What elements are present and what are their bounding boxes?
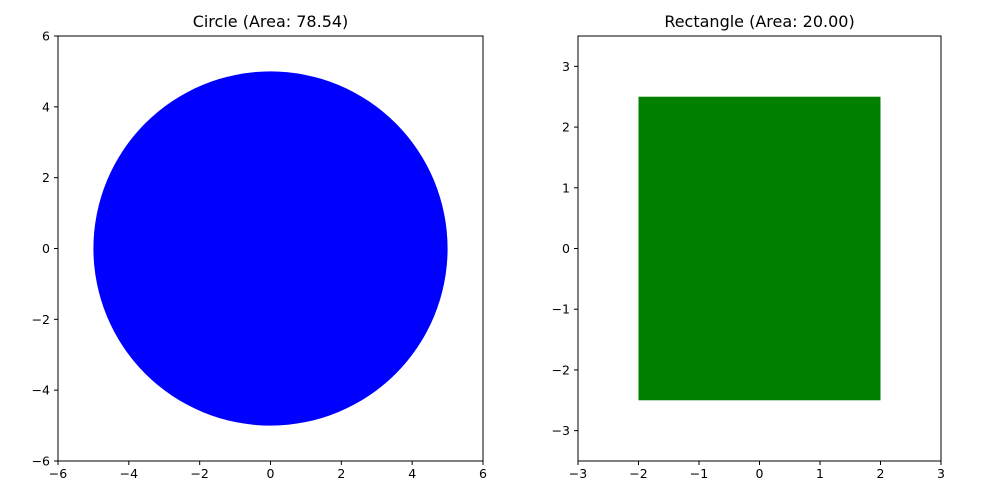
y-tick-label: −3 [552, 423, 570, 438]
x-tick-label: 1 [816, 466, 824, 481]
y-tick-label: −2 [552, 362, 570, 377]
plot-area [93, 71, 448, 426]
y-tick-label: 2 [562, 120, 570, 135]
y-tick-label: 6 [42, 29, 50, 44]
chart-title: Rectangle (Area: 20.00) [664, 12, 854, 31]
x-tick-label: 2 [877, 466, 885, 481]
plot-area [638, 96, 881, 401]
y-tick-label: 0 [562, 241, 570, 256]
y-tick-label: −4 [32, 383, 50, 398]
y-tick-label: 2 [42, 170, 50, 185]
chart-title: Circle (Area: 78.54) [193, 12, 349, 31]
y-axis: −6 −4 −2 0 2 4 6 [32, 29, 58, 469]
y-tick-label: −2 [32, 312, 50, 327]
x-tick-label: −2 [629, 466, 647, 481]
y-tick-label: 4 [42, 99, 50, 114]
chart-circle: Circle (Area: 78.54) −6 −4 −2 0 2 4 6 −6 −4 −2 0 2… [32, 12, 487, 481]
circle-shape [93, 71, 448, 426]
x-tick-label: 4 [408, 466, 416, 481]
x-tick-label: 0 [267, 466, 275, 481]
x-tick-label: −6 [49, 466, 67, 481]
x-tick-label: −4 [120, 466, 138, 481]
y-tick-label: −6 [32, 454, 50, 469]
x-tick-label: 0 [756, 466, 764, 481]
y-tick-label: 3 [562, 59, 570, 74]
x-tick-label: 3 [937, 466, 945, 481]
chart-rectangle: Rectangle (Area: 20.00) −3 −2 −1 0 1 2 3 −3−2−… [552, 12, 945, 481]
y-tick-label: 1 [562, 180, 570, 195]
y-tick-label: −1 [552, 302, 570, 317]
y-axis: −3 −2 −1 0 1 2 3 [552, 59, 578, 438]
x-tick-label: −3 [569, 466, 587, 481]
x-tick-label: −1 [690, 466, 708, 481]
y-tick-label: 0 [42, 241, 50, 256]
x-tick-label: 6 [479, 466, 487, 481]
rectangle-shape [638, 96, 881, 401]
x-axis: −3 −2 −1 0 1 2 3 [569, 461, 945, 481]
x-tick-label: 2 [337, 466, 345, 481]
x-tick-label: −2 [190, 466, 208, 481]
x-axis: −6 −4 −2 0 2 4 6 [49, 461, 487, 481]
